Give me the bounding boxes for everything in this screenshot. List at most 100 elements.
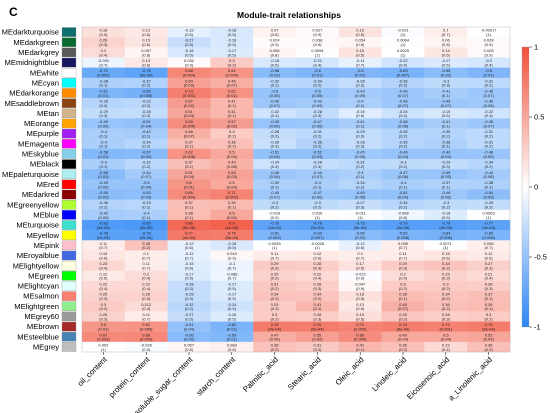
cell-pvalue: (0.3) bbox=[313, 113, 322, 118]
cell-pvalue: (0.01) bbox=[227, 337, 238, 342]
heatmap-cell bbox=[381, 291, 425, 302]
heatmap-cell bbox=[338, 77, 382, 89]
cell-value: -0.3 bbox=[314, 200, 322, 205]
cell-pvalue: (0.8) bbox=[356, 42, 365, 47]
heatmap-cell bbox=[296, 341, 339, 353]
module-swatch bbox=[61, 37, 77, 47]
column-label: oil_content bbox=[76, 354, 110, 388]
row-label: MEsteelblue bbox=[17, 332, 59, 341]
cell-pvalue: (0.05) bbox=[441, 174, 452, 179]
cell-pvalue: (0.5) bbox=[356, 316, 365, 321]
cell-pvalue: (2e-04) bbox=[397, 225, 411, 230]
heatmap-cell bbox=[338, 230, 382, 241]
heatmap-cell bbox=[381, 250, 425, 261]
cell-pvalue: (0.7) bbox=[99, 62, 108, 67]
cell-value: -0.47 bbox=[313, 119, 323, 124]
cell-value: 0.15 bbox=[142, 38, 151, 43]
cell-value: -0.28 bbox=[313, 160, 323, 165]
cell-value: 0.14 bbox=[442, 48, 451, 53]
cell-pvalue: (0.3) bbox=[484, 205, 493, 210]
cell-value: 0.37 bbox=[185, 160, 194, 165]
heatmap-cell bbox=[424, 219, 468, 231]
heatmap-cell bbox=[253, 27, 297, 38]
heatmap-cell bbox=[424, 169, 468, 180]
cell-pvalue: (0.07) bbox=[141, 174, 152, 179]
cell-pvalue: (0.04) bbox=[441, 154, 452, 159]
cell-pvalue: (0.8) bbox=[228, 347, 237, 352]
cell-value: -0.83 bbox=[99, 221, 109, 226]
cell-value: -0.4 bbox=[100, 160, 108, 165]
heatmap-cell bbox=[381, 260, 425, 271]
cell-value: -0.026 bbox=[141, 342, 153, 347]
heatmap-cell bbox=[167, 138, 211, 150]
heatmap-cell bbox=[424, 341, 468, 353]
cell-value: -0.18 bbox=[227, 28, 237, 33]
cell-value: 0.016 bbox=[312, 210, 323, 215]
module-swatch bbox=[61, 200, 77, 210]
heatmap-cell bbox=[210, 77, 254, 89]
row-label: MEorange bbox=[24, 119, 59, 128]
cell-value: 0.18 bbox=[356, 292, 365, 297]
heatmap-cell bbox=[424, 148, 468, 160]
cell-pvalue: (1) bbox=[272, 245, 278, 250]
cell-pvalue: (0.06) bbox=[398, 123, 409, 128]
heatmap-cell bbox=[253, 118, 297, 129]
cell-pvalue: (0.7) bbox=[356, 62, 365, 67]
cell-value: -0.46 bbox=[398, 89, 408, 94]
cell-pvalue: (0.006) bbox=[140, 93, 153, 98]
cell-value: 0.38 bbox=[399, 292, 408, 297]
heatmap-cell bbox=[167, 280, 211, 292]
cell-pvalue: (0.003) bbox=[140, 337, 153, 342]
module-swatch bbox=[61, 27, 77, 37]
cell-value: 0.0025 bbox=[397, 48, 410, 53]
cell-pvalue: (0.3) bbox=[270, 306, 279, 311]
cell-pvalue: (0.3) bbox=[99, 113, 108, 118]
cell-value: -0.62 bbox=[227, 322, 237, 327]
heatmap-cell bbox=[296, 331, 339, 343]
cell-pvalue: (0.5) bbox=[442, 62, 451, 67]
cell-value: 0.5 bbox=[443, 332, 449, 337]
heatmap-cell bbox=[167, 209, 211, 221]
cell-pvalue: (0.2) bbox=[484, 316, 493, 321]
cell-pvalue: (0.08) bbox=[483, 103, 494, 108]
heatmap-cell bbox=[124, 138, 168, 150]
cell-value: 0.53 bbox=[228, 170, 237, 175]
heatmap-cell bbox=[253, 280, 297, 292]
cell-value: -0.38 bbox=[441, 139, 451, 144]
cell-pvalue: (0.005) bbox=[183, 123, 196, 128]
heatmap-cell bbox=[82, 199, 125, 211]
heatmap-cell bbox=[82, 230, 125, 241]
cell-value: -0.32 bbox=[142, 160, 152, 165]
module-swatch bbox=[61, 149, 77, 159]
cell-value: 0.28 bbox=[314, 281, 323, 286]
heatmap-cell bbox=[381, 321, 425, 332]
cell-pvalue: (0.06) bbox=[269, 337, 280, 342]
cell-pvalue: (2e-04) bbox=[311, 225, 325, 230]
cell-value: -0.41 bbox=[441, 119, 451, 124]
cell-value: 0.0055 bbox=[268, 241, 281, 246]
cell-pvalue: (0.5) bbox=[228, 316, 237, 321]
cell-value: -0.34 bbox=[356, 180, 366, 185]
cell-value: -0.64 bbox=[441, 231, 451, 236]
cell-pvalue: (1e-06) bbox=[225, 225, 239, 230]
cell-value: 0.76 bbox=[271, 322, 280, 327]
cell-pvalue: (0.02) bbox=[227, 123, 238, 128]
cell-pvalue: (0.01) bbox=[312, 73, 323, 78]
module-swatch bbox=[61, 118, 77, 129]
heatmap-cell bbox=[210, 159, 254, 170]
cell-pvalue: (0.001) bbox=[439, 326, 452, 331]
cell-pvalue: (0.05) bbox=[98, 184, 109, 189]
cell-pvalue: (0.3) bbox=[442, 276, 451, 281]
cell-value: -0.22 bbox=[270, 109, 280, 114]
heatmap-cell bbox=[82, 179, 125, 190]
cell-value: 0.41 bbox=[314, 302, 323, 307]
color-legend: 1 0.5 0 -0.5 -1 bbox=[521, 43, 547, 332]
heatmap-cell bbox=[381, 138, 425, 150]
heatmap-cell bbox=[296, 219, 339, 231]
cell-value: 0.11 bbox=[271, 251, 279, 256]
heatmap-cell bbox=[381, 240, 425, 251]
cell-pvalue: (0.07) bbox=[483, 123, 494, 128]
heatmap-cell bbox=[381, 219, 425, 231]
cell-value: -0.36 bbox=[398, 78, 408, 83]
heatmap-cell bbox=[467, 270, 511, 282]
